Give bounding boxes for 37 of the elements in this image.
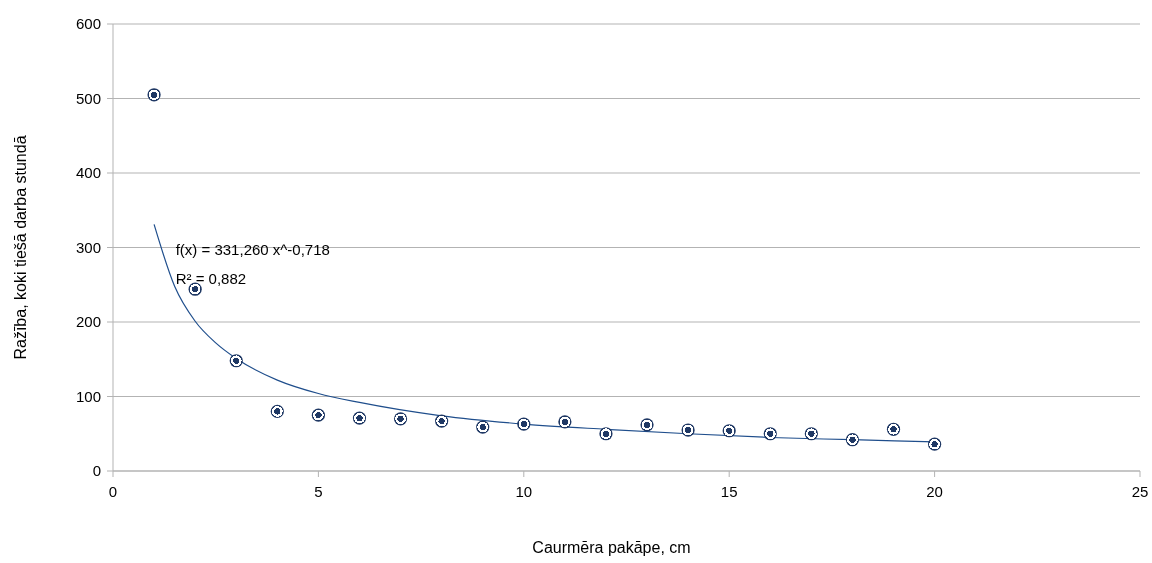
point	[476, 420, 490, 434]
y-tick-label: 600	[75, 15, 101, 33]
point	[517, 417, 531, 431]
point	[270, 404, 284, 418]
point	[188, 282, 202, 296]
y-axis-title: Ražība, koki tiešā darba stundā	[12, 135, 29, 360]
annotation: f(x) = 331,260 x^-0,718	[175, 240, 330, 258]
y-tick-label: 0	[92, 462, 101, 480]
x-tick-label: 10	[515, 483, 533, 500]
point	[640, 418, 654, 432]
point	[681, 423, 695, 437]
point	[845, 433, 860, 447]
x-tick-label: 25	[1131, 483, 1149, 500]
point	[435, 414, 449, 428]
point	[311, 408, 325, 422]
y-tick-label: 300	[75, 238, 101, 256]
annotation: R² = 0,882	[175, 269, 247, 287]
point	[804, 427, 818, 441]
point	[558, 415, 572, 429]
point	[763, 427, 777, 441]
y-tick-label: 100	[75, 387, 101, 405]
x-tick-label: 5	[314, 483, 323, 500]
point	[229, 354, 243, 368]
point	[393, 412, 408, 426]
point	[928, 437, 942, 451]
y-tick-label: 500	[75, 89, 101, 107]
x-axis-title: Caurmēra pakāpe, cm	[532, 539, 691, 556]
point	[722, 424, 736, 438]
y-tick-label: 200	[75, 313, 101, 331]
y-tick-label: 400	[75, 164, 101, 182]
point	[886, 422, 901, 436]
x-tick-label: 0	[108, 483, 118, 500]
point	[147, 88, 161, 102]
x-tick-label: 15	[720, 483, 738, 500]
point	[352, 411, 367, 425]
point	[599, 427, 613, 441]
x-tick-label: 20	[926, 483, 943, 500]
